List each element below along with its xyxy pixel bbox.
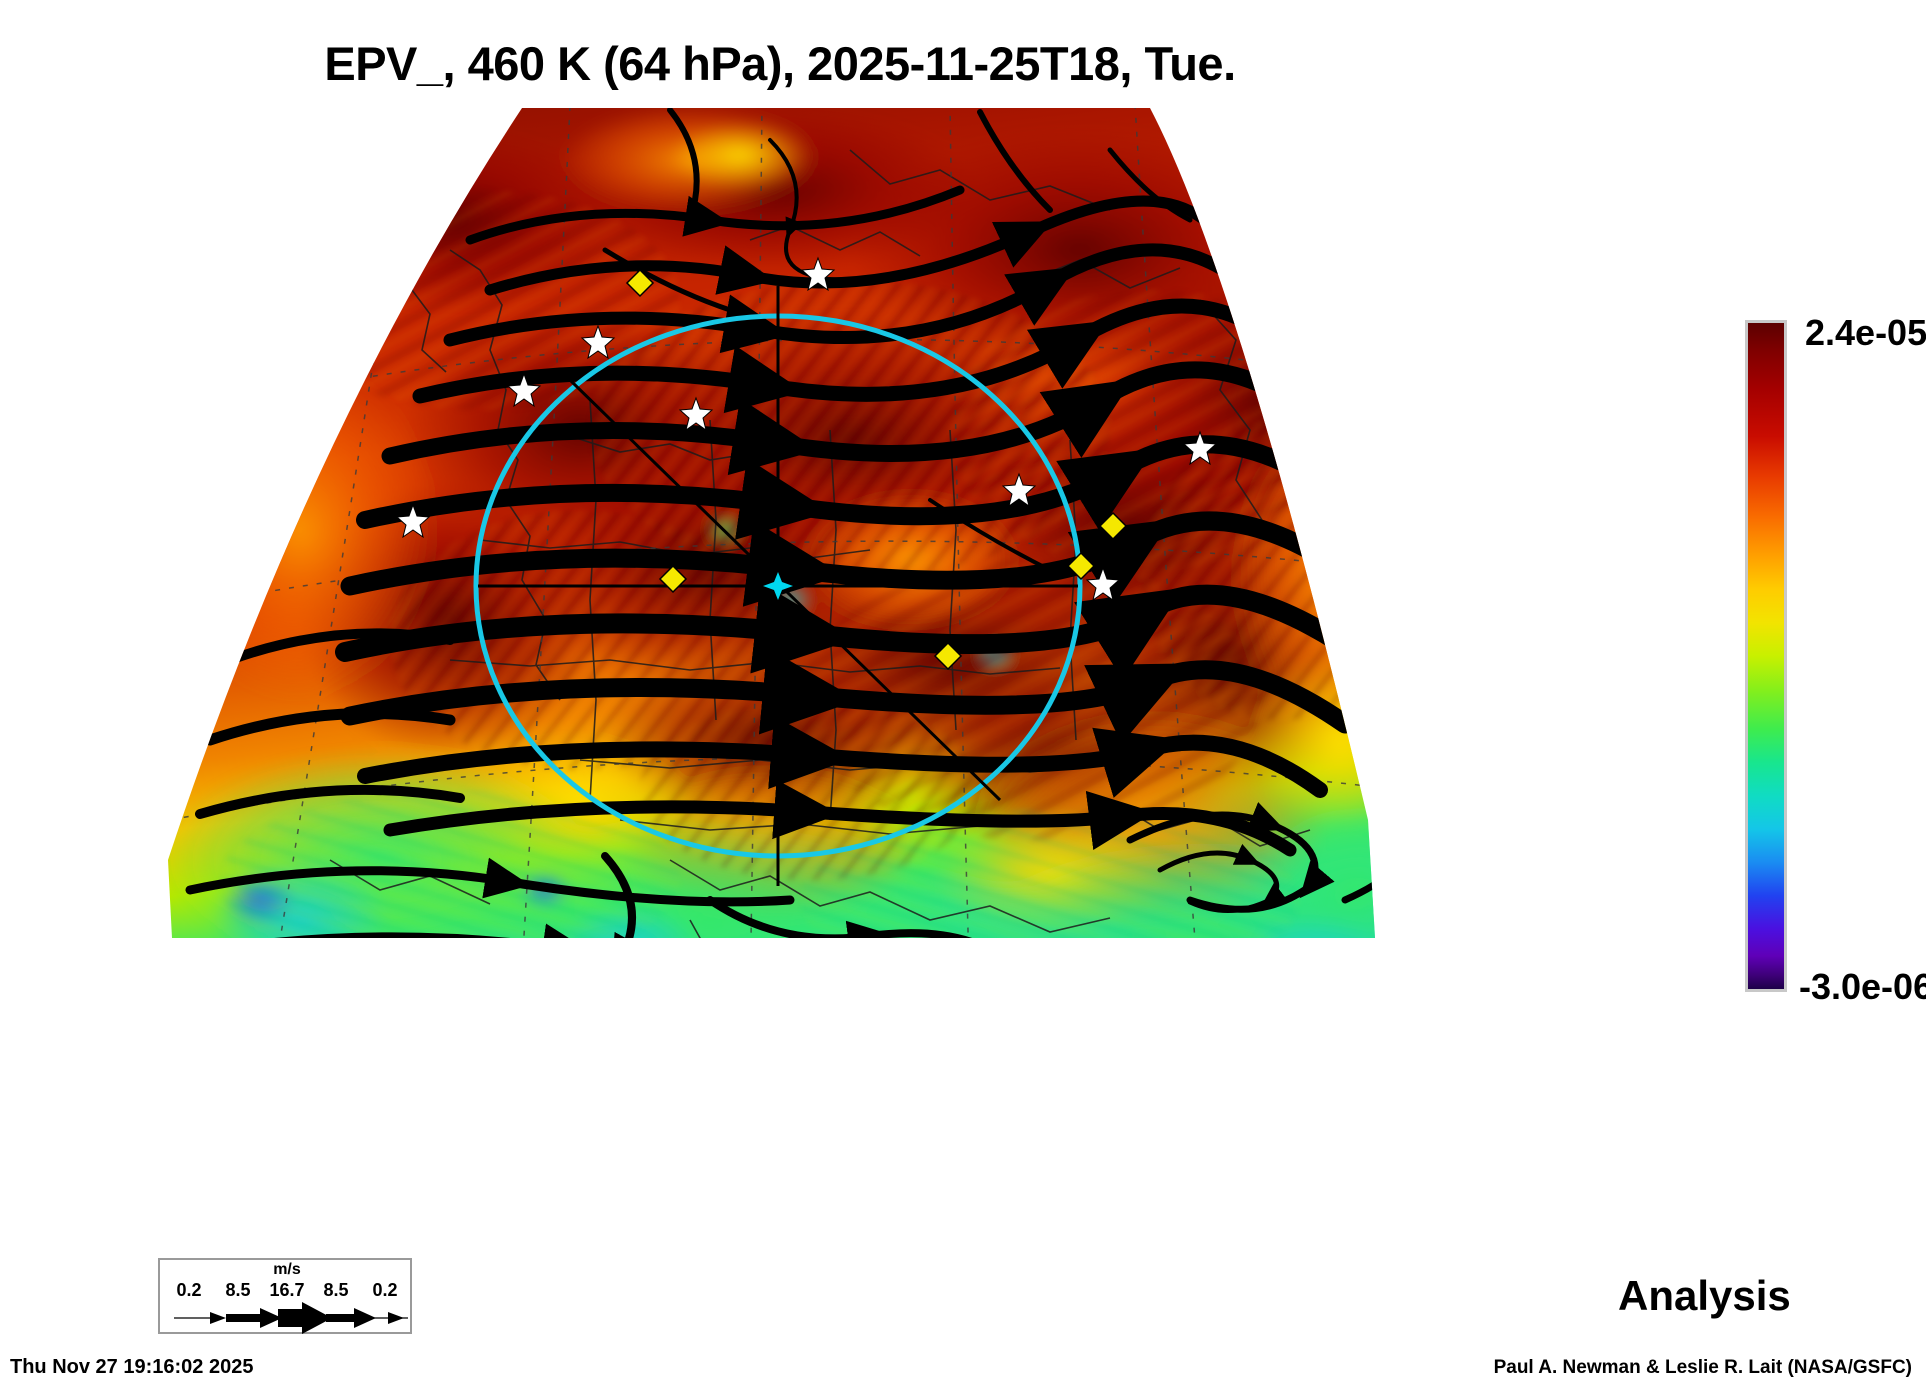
- wind-speed-legend: m/s 0.2 8.5 16.7 8.5 0.2: [158, 1258, 412, 1334]
- wind-legend-value-0: 0.2: [176, 1280, 202, 1300]
- wind-legend-arrow-scale: [174, 1302, 408, 1334]
- wind-legend-value-1: 8.5: [225, 1280, 251, 1300]
- wind-legend-units-label: m/s: [273, 1261, 301, 1278]
- analysis-label: Analysis: [1618, 1272, 1791, 1319]
- credit-label: Paul A. Newman & Leslie R. Lait (NASA/GS…: [1493, 1357, 1912, 1378]
- wind-legend-value-2: 16.7: [269, 1280, 305, 1300]
- colorbar-min-label: -3.0e-06: [1799, 966, 1926, 1007]
- timestamp-label: Thu Nov 27 19:16:02 2025: [10, 1356, 254, 1378]
- cyan-center-marker: [763, 572, 793, 600]
- yellow-diamond-markers: [625, 268, 1128, 671]
- colorbar: 2.4e-05 -3.0e-06: [1745, 312, 1926, 1012]
- colorbar-max-label: 2.4e-05: [1805, 312, 1926, 353]
- white-star-markers: [395, 256, 1218, 602]
- colorbar-gradient: [1745, 320, 1787, 992]
- wind-legend-value-4: 0.2: [372, 1280, 398, 1300]
- map-panel[interactable]: [150, 100, 1400, 1030]
- wind-streamlines: [175, 108, 1375, 938]
- page-title: EPV_, 460 K (64 hPa), 2025-11-25T18, Tue…: [324, 37, 1236, 90]
- wind-legend-value-3: 8.5: [323, 1280, 349, 1300]
